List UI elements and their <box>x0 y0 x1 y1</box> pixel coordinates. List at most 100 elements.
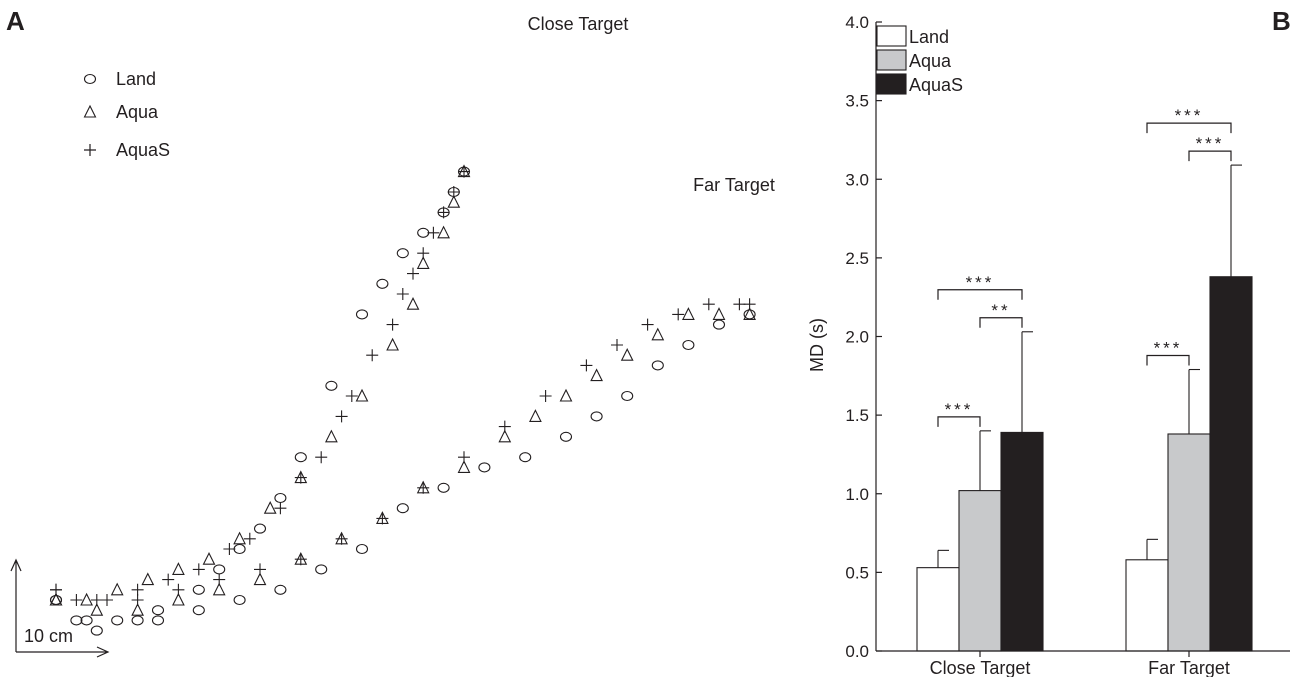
bar-aquas <box>1000 431 1044 652</box>
land-marker <box>651 360 664 371</box>
significance-label: *** <box>966 273 995 292</box>
aqua-marker <box>437 225 450 239</box>
aquas-marker <box>213 573 226 586</box>
aqua-marker <box>131 602 144 616</box>
bar-aqua <box>1167 433 1211 652</box>
y-tick-label: 1.0 <box>845 485 869 504</box>
aquas-marker <box>539 390 552 402</box>
land-marker <box>682 339 695 351</box>
bar-aqua <box>958 490 1002 652</box>
land-marker <box>376 278 389 289</box>
aqua-marker <box>355 388 369 402</box>
significance-bracket <box>1146 122 1232 134</box>
land-marker <box>437 482 450 493</box>
y-axis-label: MD (s) <box>807 318 827 372</box>
land-marker <box>590 411 603 422</box>
aquas-marker <box>396 288 409 300</box>
aqua-marker <box>233 531 246 545</box>
legend-label-aquas: AquaS <box>116 140 170 160</box>
y-axis: 0.0 0.5 1.0 1.5 2.0 2.5 3.0 3.5 4.0 <box>845 13 882 661</box>
bar-legend: Land Aqua AquaS <box>876 25 963 95</box>
land-marker <box>192 605 205 616</box>
land-marker <box>90 625 103 636</box>
aqua-marker <box>172 592 185 606</box>
land-marker <box>192 584 205 595</box>
aquas-marker <box>254 563 266 576</box>
aquas-marker <box>162 573 175 586</box>
significance-label: *** <box>945 400 974 419</box>
aquas-marker <box>335 532 348 545</box>
aquas-marker <box>458 451 470 464</box>
land-marker <box>519 452 532 463</box>
significance-bracket <box>979 317 1023 328</box>
land-marker <box>80 615 93 626</box>
land-marker <box>396 248 409 259</box>
legend-item-aqua: Aqua <box>83 102 159 122</box>
aqua-marker <box>529 409 542 422</box>
land-marker <box>151 605 165 616</box>
aqua-marker <box>743 307 756 320</box>
aqua-marker <box>447 194 461 208</box>
land-marker <box>325 380 338 391</box>
aquas-marker <box>335 410 348 423</box>
aqua-marker <box>202 551 216 565</box>
trajectory-legend: Land Aqua AquaS <box>83 69 170 160</box>
aquas-marker <box>50 583 62 596</box>
aquas-marker <box>90 594 103 606</box>
aquas-marker <box>131 583 144 596</box>
aquas-marker <box>376 512 389 525</box>
land-marker <box>213 564 226 575</box>
trajectory-plot: Close Target Far Target Land Aqua AquaS … <box>10 14 775 658</box>
aqua-marker <box>559 388 573 402</box>
land-marker <box>712 319 726 330</box>
aquas-marker <box>294 553 307 566</box>
scale-bar-label: 10 cm <box>24 626 73 646</box>
legend-label-land: Land <box>116 69 156 89</box>
aquas-marker <box>611 339 623 351</box>
legend-plus-marker <box>84 144 96 156</box>
aqua-marker <box>263 500 277 514</box>
aqua-marker <box>172 562 185 575</box>
aqua-marker <box>325 429 338 443</box>
aqua-marker <box>49 592 63 606</box>
land-marker <box>355 543 369 555</box>
legend-triangle-marker <box>83 104 97 118</box>
aquas-marker <box>70 594 83 606</box>
aquas-marker <box>315 451 328 464</box>
scale-bar-vertical-arrow <box>10 558 22 652</box>
y-tick-label: 2.5 <box>845 249 869 268</box>
aquas-marker <box>498 420 511 433</box>
aquas-marker <box>458 165 470 178</box>
aquas-marker <box>702 298 715 311</box>
aquas-marker <box>407 267 419 280</box>
aquas-marker <box>172 583 185 596</box>
land-marker <box>559 431 573 442</box>
aquas-marker <box>743 298 756 311</box>
legend-swatch-aqua <box>876 49 907 71</box>
land-marker <box>478 462 491 473</box>
significance-label: *** <box>1154 339 1183 358</box>
land-marker <box>131 615 144 626</box>
aqua-marker <box>457 460 471 473</box>
aquas-marker <box>417 481 430 494</box>
aqua-marker <box>110 582 124 596</box>
y-tick-label: 3.0 <box>845 170 869 189</box>
y-tick-label: 2.0 <box>845 328 869 347</box>
bar-chart: 0.00.51.01.52.02.53.03.54.0 MD (s) *****… <box>807 13 1290 677</box>
aqua-marker <box>712 307 726 320</box>
legend-label-aqua: Aqua <box>909 51 952 71</box>
legend-label-land: Land <box>909 27 949 47</box>
significance-bracket <box>1146 354 1190 366</box>
aqua-marker <box>253 572 267 586</box>
aquas-marker <box>580 359 593 372</box>
significance-brackets: ***************** <box>937 106 1232 427</box>
significance-bracket <box>1188 150 1232 162</box>
legend-swatch-land <box>876 25 907 47</box>
aquas-marker <box>223 543 236 555</box>
land-marker <box>355 309 369 320</box>
land-marker <box>396 503 409 514</box>
close-target-label: Close Target <box>528 14 629 34</box>
land-marker <box>49 594 63 606</box>
y-tick-label: 0.0 <box>845 642 869 661</box>
aquas-marker <box>101 594 113 606</box>
